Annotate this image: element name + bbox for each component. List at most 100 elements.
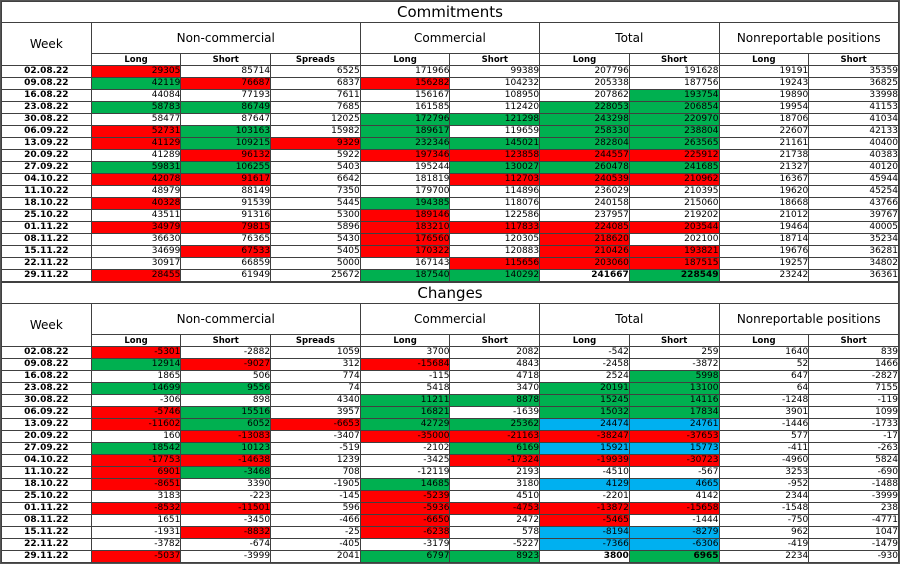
value-cell: 1099 [808,406,899,419]
column-header: Spreads [270,334,361,347]
value-cell: 66859 [180,257,272,270]
value-cell: 19243 [718,77,810,90]
table-row: 06.09.22 52731 103163 15982 189617 119659 2583… [1,125,899,138]
value-cell: 42078 [90,173,182,186]
group-header-row: Week Non-commercial Commercial Total Nonrepo… [1,303,899,347]
value-cell: 577 [718,430,810,443]
table-row: 22.11.22 -3782 -674 -405 -3179 -5227 -7366 -630… [1,538,899,551]
week-cell: 30.08.22 [1,113,92,126]
value-cell: -8832 [180,526,272,539]
value-cell: 160 [90,430,182,443]
value-cell: 5405 [270,245,361,258]
value-cell: -37653 [628,430,720,443]
value-cell: 67533 [180,245,272,258]
value-cell: -1444 [628,514,720,527]
value-cell: -9027 [180,358,272,371]
column-header: Short [628,53,720,66]
value-cell: 18542 [90,442,182,455]
value-cell: -5037 [90,550,182,563]
value-cell: 34699 [90,245,182,258]
value-cell: -145 [270,490,361,503]
value-cell: -1931 [90,526,182,539]
value-cell: 4340 [270,394,361,407]
value-cell: 13100 [628,382,720,395]
value-cell: 42729 [359,418,451,431]
value-cell: 61949 [180,269,272,282]
table-row: 11.10.22 48979 88149 7350 179700 114896 236029… [1,185,899,198]
week-cell: 01.11.22 [1,221,92,234]
value-cell: 15921 [539,442,630,455]
week-header: Week [1,303,92,347]
table-row: 13.09.22 -11602 6052 -6653 42729 25362 24474 24… [1,418,899,431]
group-header: Commercial [359,22,541,54]
column-header: Long [359,53,451,66]
week-cell: 02.08.22 [1,346,92,359]
value-cell: 258330 [539,125,630,138]
week-cell: 23.08.22 [1,382,92,395]
table-row: 15.11.22 34699 67533 5405 170322 120883 210426… [1,245,899,258]
value-cell: 2472 [449,514,541,527]
value-cell: 42119 [90,77,182,90]
column-header: Spreads [270,53,361,66]
value-cell: 20191 [539,382,630,395]
value-cell: -750 [718,514,810,527]
week-cell: 09.08.22 [1,77,92,90]
group-header: Commercial [359,303,541,335]
value-cell: 9329 [270,137,361,150]
value-cell: -19939 [539,454,630,467]
value-cell: 9556 [180,382,272,395]
value-cell: 6837 [270,77,361,90]
value-cell: 241667 [539,269,630,282]
week-cell: 06.09.22 [1,406,92,419]
value-cell: -6238 [359,526,451,539]
value-cell: -12119 [359,466,451,479]
value-cell: 36630 [90,233,182,246]
week-cell: 20.09.22 [1,430,92,443]
value-cell: 183210 [359,221,451,234]
table-row: 13.09.22 41129 109215 9329 232346 145021 28280… [1,137,899,150]
value-cell: -2458 [539,358,630,371]
value-cell: 962 [718,526,810,539]
value-cell: 3901 [718,406,810,419]
value-cell: -21163 [449,430,541,443]
value-cell: 197346 [359,149,451,162]
group-header: Non-commercial [90,303,361,335]
table-row: 04.10.22 -17753 -14638 1239 -3425 -17324 -1993… [1,454,899,467]
value-cell: 282804 [539,137,630,150]
value-cell: 7155 [808,382,899,395]
value-cell: 18668 [718,197,810,210]
value-cell: 3700 [359,346,451,359]
value-cell: 21738 [718,149,810,162]
value-cell: 225912 [628,149,720,162]
week-cell: 18.10.22 [1,197,92,210]
value-cell: 21161 [718,137,810,150]
value-cell: -13872 [539,502,630,515]
value-cell: 193754 [628,89,720,102]
table-row: 09.08.22 12914 -9027 312 -15684 4843 -2458 -387… [1,358,899,371]
value-cell: 64 [718,382,810,395]
table-row: 16.08.22 44084 77193 7611 156167 108950 207862… [1,89,899,102]
value-cell: 228053 [539,101,630,114]
value-cell: 647 [718,370,810,383]
value-cell: 181819 [359,173,451,186]
value-cell: 5418 [359,382,451,395]
value-cell: 203060 [539,257,630,270]
value-cell: 44084 [90,89,182,102]
value-cell: 52731 [90,125,182,138]
column-header: Short [808,53,899,66]
value-cell: 6901 [90,466,182,479]
value-cell: 10123 [180,442,272,455]
column-header: Long [539,53,630,66]
table-row: 30.08.22 -306 898 4340 11211 8878 15245 14116 -1… [1,394,899,407]
value-cell: 1865 [90,370,182,383]
table-row: 06.09.22 -5746 15516 3957 16821 -1639 15032 178… [1,406,899,419]
value-cell: -38247 [539,430,630,443]
value-cell: 6797 [359,550,451,563]
group-header: Non-commercial [90,22,361,54]
value-cell: 2082 [449,346,541,359]
value-cell: -17753 [90,454,182,467]
value-cell: 5445 [270,197,361,210]
value-cell: 104232 [449,77,541,90]
column-header: Short [449,53,541,66]
week-cell: 09.08.22 [1,358,92,371]
